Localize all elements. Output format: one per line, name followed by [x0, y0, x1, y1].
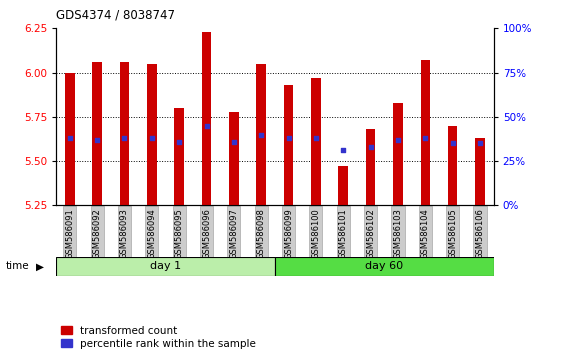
Bar: [284, 85, 293, 205]
Text: GDS4374 / 8038747: GDS4374 / 8038747: [56, 8, 175, 21]
Point: [339, 148, 348, 153]
Point: [476, 141, 485, 146]
Point: [148, 135, 157, 141]
Point: [448, 141, 457, 146]
Bar: [65, 73, 75, 205]
Point: [311, 135, 320, 141]
Bar: [421, 60, 430, 205]
Point: [393, 137, 402, 143]
Text: time: time: [6, 261, 29, 272]
Bar: [229, 112, 238, 205]
Point: [202, 123, 211, 129]
Bar: [56, 257, 275, 276]
Text: day 60: day 60: [365, 261, 403, 272]
Point: [229, 139, 238, 144]
Point: [93, 137, 102, 143]
Point: [366, 144, 375, 150]
Bar: [174, 108, 184, 205]
Point: [421, 135, 430, 141]
Bar: [119, 62, 129, 205]
Bar: [448, 126, 457, 205]
Legend: transformed count, percentile rank within the sample: transformed count, percentile rank withi…: [61, 326, 256, 349]
Bar: [275, 257, 494, 276]
Text: day 1: day 1: [150, 261, 181, 272]
Bar: [202, 32, 211, 205]
Bar: [475, 138, 485, 205]
Point: [284, 135, 293, 141]
Point: [65, 135, 74, 141]
Text: ▶: ▶: [36, 261, 44, 272]
Point: [174, 139, 183, 144]
Bar: [256, 64, 266, 205]
Point: [257, 132, 266, 137]
Bar: [93, 62, 102, 205]
Bar: [147, 64, 157, 205]
Bar: [393, 103, 403, 205]
Bar: [366, 129, 375, 205]
Point: [120, 135, 129, 141]
Bar: [338, 166, 348, 205]
Bar: [311, 78, 321, 205]
